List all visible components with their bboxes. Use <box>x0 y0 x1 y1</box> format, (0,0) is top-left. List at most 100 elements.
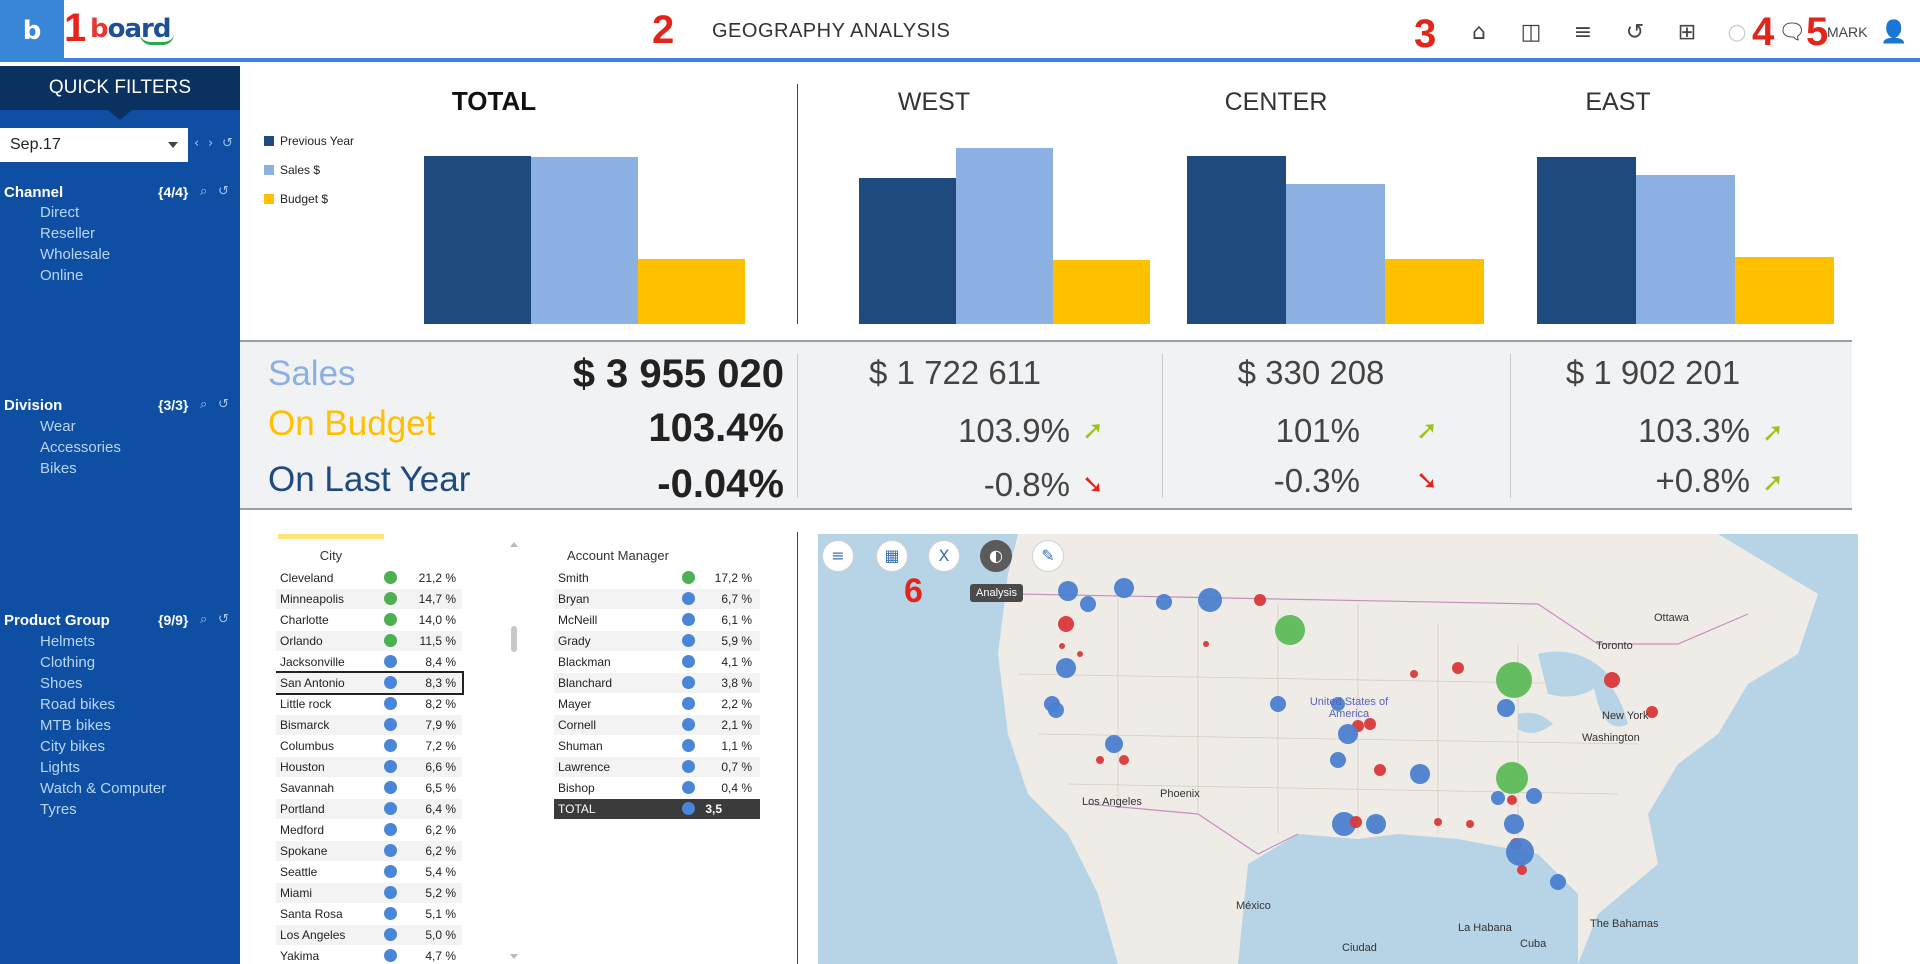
city-table-scrollbar[interactable] <box>510 542 518 962</box>
map-bubble[interactable] <box>1604 672 1620 688</box>
table-row[interactable]: Shuman 1,1 % <box>554 736 760 756</box>
map-bubble[interactable] <box>1491 791 1505 805</box>
filter-item-tyres[interactable]: Tyres <box>40 801 77 818</box>
map-bubble[interactable] <box>1364 718 1376 730</box>
excel-export-icon[interactable]: X <box>928 540 960 572</box>
bar-total-previous-year[interactable] <box>424 156 531 324</box>
filter-item-mtb-bikes[interactable]: MTB bikes <box>40 717 111 734</box>
table-row[interactable]: Little rock 8,2 % <box>276 694 462 714</box>
user-name[interactable]: MARK <box>1827 24 1868 40</box>
bar-west-sales[interactable] <box>956 147 1053 324</box>
search-icon[interactable]: ⌕ <box>200 184 208 199</box>
table-row[interactable]: Los Angeles 5,0 % <box>276 925 462 945</box>
table-row[interactable]: Spokane 6,2 % <box>276 841 462 861</box>
filter-item-watch-computer[interactable]: Watch & Computer <box>40 780 167 797</box>
filter-item-direct[interactable]: Direct <box>40 204 80 221</box>
map-bubble[interactable] <box>1496 762 1528 794</box>
table-row[interactable]: Cornell 2,1 % <box>554 715 760 735</box>
table-row[interactable]: Lawrence 0,7 % <box>554 757 760 777</box>
table-row[interactable]: Houston 6,6 % <box>276 757 462 777</box>
table-row[interactable]: Cleveland 21,2 % <box>276 568 462 588</box>
table-row[interactable]: Portland 6,4 % <box>276 799 462 819</box>
table-row[interactable]: Seattle 5,4 % <box>276 862 462 882</box>
bar-west-budget[interactable] <box>1053 260 1150 324</box>
map-bubble[interactable] <box>1497 699 1515 717</box>
table-row[interactable]: Bryan 6,7 % <box>554 589 760 609</box>
map-bubble[interactable] <box>1646 706 1658 718</box>
next-period-icon[interactable]: › <box>208 136 214 151</box>
scrollbar-thumb[interactable] <box>511 626 517 652</box>
map-bubble[interactable] <box>1105 735 1123 753</box>
user-icon[interactable]: 👤 <box>1880 20 1908 45</box>
map-bubble[interactable] <box>1434 818 1442 826</box>
app-logo-tile[interactable]: b <box>0 0 64 62</box>
map-bubble[interactable] <box>1410 670 1418 678</box>
map-bubble[interactable] <box>1156 594 1172 610</box>
table-row[interactable]: Medford 6,2 % <box>276 820 462 840</box>
filter-item-bikes[interactable]: Bikes <box>40 460 77 477</box>
comments-icon[interactable]: 🗨 <box>1778 20 1806 45</box>
filter-item-shoes[interactable]: Shoes <box>40 675 83 692</box>
table-row[interactable]: Mayer 2,2 % <box>554 694 760 714</box>
analysis-icon[interactable]: ◐ <box>980 540 1012 572</box>
map-bubble[interactable] <box>1077 651 1083 657</box>
table-row[interactable]: McNeill 6,1 % <box>554 610 760 630</box>
dataflow-icon[interactable]: ≡ <box>1573 20 1593 45</box>
map-bubble[interactable] <box>1374 764 1386 776</box>
table-row[interactable]: Smith 17,2 % <box>554 568 760 588</box>
map-bubble[interactable] <box>1058 581 1078 601</box>
filter-item-wholesale[interactable]: Wholesale <box>40 246 111 263</box>
map-bubble[interactable] <box>1080 596 1096 612</box>
panel-icon[interactable]: ◫ <box>1520 20 1542 45</box>
map-bubble[interactable] <box>1119 755 1129 765</box>
table-row[interactable]: Charlotte 14,0 % <box>276 610 462 630</box>
reset-icon[interactable]: ↺ <box>218 612 229 627</box>
map-bubble[interactable] <box>1275 615 1305 645</box>
table-row[interactable]: Yakima 4,7 % <box>276 946 462 964</box>
map-bubble[interactable] <box>1058 616 1074 632</box>
map-bubble[interactable] <box>1517 865 1527 875</box>
map-bubble[interactable] <box>1270 696 1286 712</box>
home-icon[interactable]: ⌂ <box>1472 20 1486 45</box>
filter-item-wear[interactable]: Wear <box>40 418 76 435</box>
table-row[interactable]: San Antonio 8,3 % <box>276 671 464 695</box>
map-bubble[interactable] <box>1506 838 1534 866</box>
bar-west-previous-year[interactable] <box>859 177 956 324</box>
scroll-up-icon[interactable] <box>510 542 518 547</box>
table-row[interactable]: Bismarck 7,9 % <box>276 715 462 735</box>
map-bubble[interactable] <box>1254 594 1266 606</box>
table-row[interactable]: Minneapolis 14,7 % <box>276 589 462 609</box>
reset-icon[interactable]: ↺ <box>218 184 229 199</box>
layers-icon[interactable]: ▦ <box>876 540 908 572</box>
bar-east-sales[interactable] <box>1636 175 1735 324</box>
map-bubble[interactable] <box>1507 795 1517 805</box>
map-bubble[interactable] <box>1526 788 1542 804</box>
filter-item-helmets[interactable]: Helmets <box>40 633 96 650</box>
refresh-icon[interactable]: ↺ <box>1625 20 1645 45</box>
map-bubble[interactable] <box>1350 816 1362 828</box>
table-row[interactable]: Orlando 11,5 % <box>276 631 462 651</box>
map-bubble[interactable] <box>1496 662 1532 698</box>
filter-item-accessories[interactable]: Accessories <box>40 439 121 456</box>
table-row[interactable]: Savannah 6,5 % <box>276 778 462 798</box>
map-bubble[interactable] <box>1056 658 1076 678</box>
map-bubble[interactable] <box>1331 697 1345 711</box>
map-bubble[interactable] <box>1504 814 1524 834</box>
table-row[interactable]: Blackman 4,1 % <box>554 652 760 672</box>
map-bubble[interactable] <box>1096 756 1104 764</box>
bar-east-budget[interactable] <box>1735 256 1834 324</box>
bar-total-budget[interactable] <box>638 259 745 324</box>
table-row[interactable]: Blanchard 3,8 % <box>554 673 760 693</box>
search-icon[interactable]: ⌕ <box>200 397 208 412</box>
filter-item-online[interactable]: Online <box>40 267 84 284</box>
map-bubble[interactable] <box>1048 702 1064 718</box>
table-row[interactable]: Jacksonville 8,4 % <box>276 652 462 672</box>
menu-icon[interactable]: ≡ <box>822 540 854 572</box>
map-bubble[interactable] <box>1330 752 1346 768</box>
bar-east-previous-year[interactable] <box>1537 157 1636 324</box>
filter-item-reseller[interactable]: Reseller <box>40 225 96 242</box>
table-row[interactable]: Grady 5,9 % <box>554 631 760 651</box>
geo-map[interactable]: Ottawa Toronto New York Washington Unite… <box>818 534 1858 964</box>
map-bubble[interactable] <box>1203 641 1209 647</box>
search-icon[interactable]: ⌕ <box>200 612 208 627</box>
